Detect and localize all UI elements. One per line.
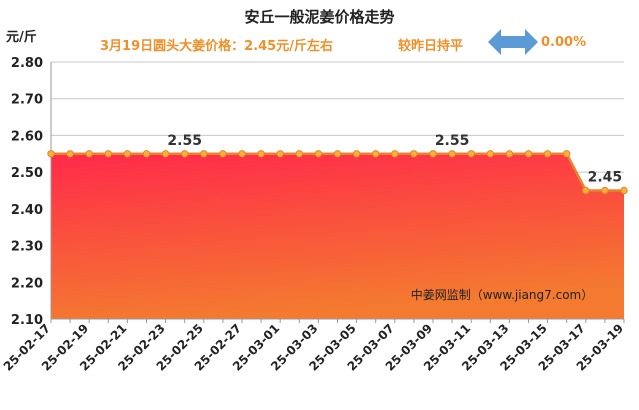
price-area	[51, 153, 624, 319]
data-label: 2.55	[167, 133, 202, 149]
change-percent: 0.00%	[541, 35, 587, 50]
data-point	[543, 150, 552, 158]
chart-title: 安丘一般泥姜价格走势	[244, 8, 395, 26]
data-point	[181, 150, 189, 158]
compare-text: 较昨日持平	[398, 39, 464, 54]
data-point	[142, 150, 151, 158]
data-point	[123, 150, 132, 158]
data-point	[563, 150, 571, 158]
data-point	[429, 150, 437, 158]
data-point	[161, 150, 170, 158]
data-point	[104, 150, 113, 158]
data-label: 2.55	[435, 133, 470, 149]
y-axis-unit: 元/斤	[6, 30, 37, 45]
data-point	[582, 186, 590, 195]
y-tick-label: 2.50	[11, 166, 43, 181]
data-point	[238, 150, 246, 158]
data-point	[391, 150, 399, 158]
y-tick-label: 2.60	[11, 129, 43, 144]
data-point	[333, 150, 342, 158]
data-point	[314, 150, 323, 158]
data-label: 2.45	[588, 170, 623, 186]
price-summary: 3月19日圆头大姜价格：2.45元/斤左右	[100, 39, 333, 54]
data-point	[524, 150, 533, 158]
data-point	[467, 150, 475, 158]
data-point	[410, 150, 418, 158]
y-tick-label: 2.70	[11, 93, 43, 108]
data-point	[276, 150, 284, 158]
data-point	[505, 150, 514, 158]
data-point	[200, 150, 208, 158]
y-tick-label: 2.20	[11, 276, 43, 291]
double-arrow-icon	[488, 28, 538, 56]
watermark-text: 中姜网监制（www.jiang7.com）	[411, 287, 593, 302]
y-tick-label: 2.80	[11, 56, 43, 71]
y-tick-label: 2.30	[11, 240, 43, 255]
data-point	[486, 150, 494, 158]
data-point	[66, 150, 74, 158]
data-point	[352, 150, 361, 158]
data-point	[295, 150, 303, 158]
data-point	[85, 150, 93, 158]
data-point	[372, 150, 380, 158]
data-point	[620, 186, 628, 195]
data-point	[47, 150, 55, 158]
data-point	[219, 150, 227, 158]
data-point	[257, 150, 265, 158]
data-point	[601, 186, 609, 195]
y-tick-label: 2.10	[11, 313, 43, 328]
data-point	[448, 150, 456, 158]
y-tick-label: 2.40	[11, 203, 43, 218]
